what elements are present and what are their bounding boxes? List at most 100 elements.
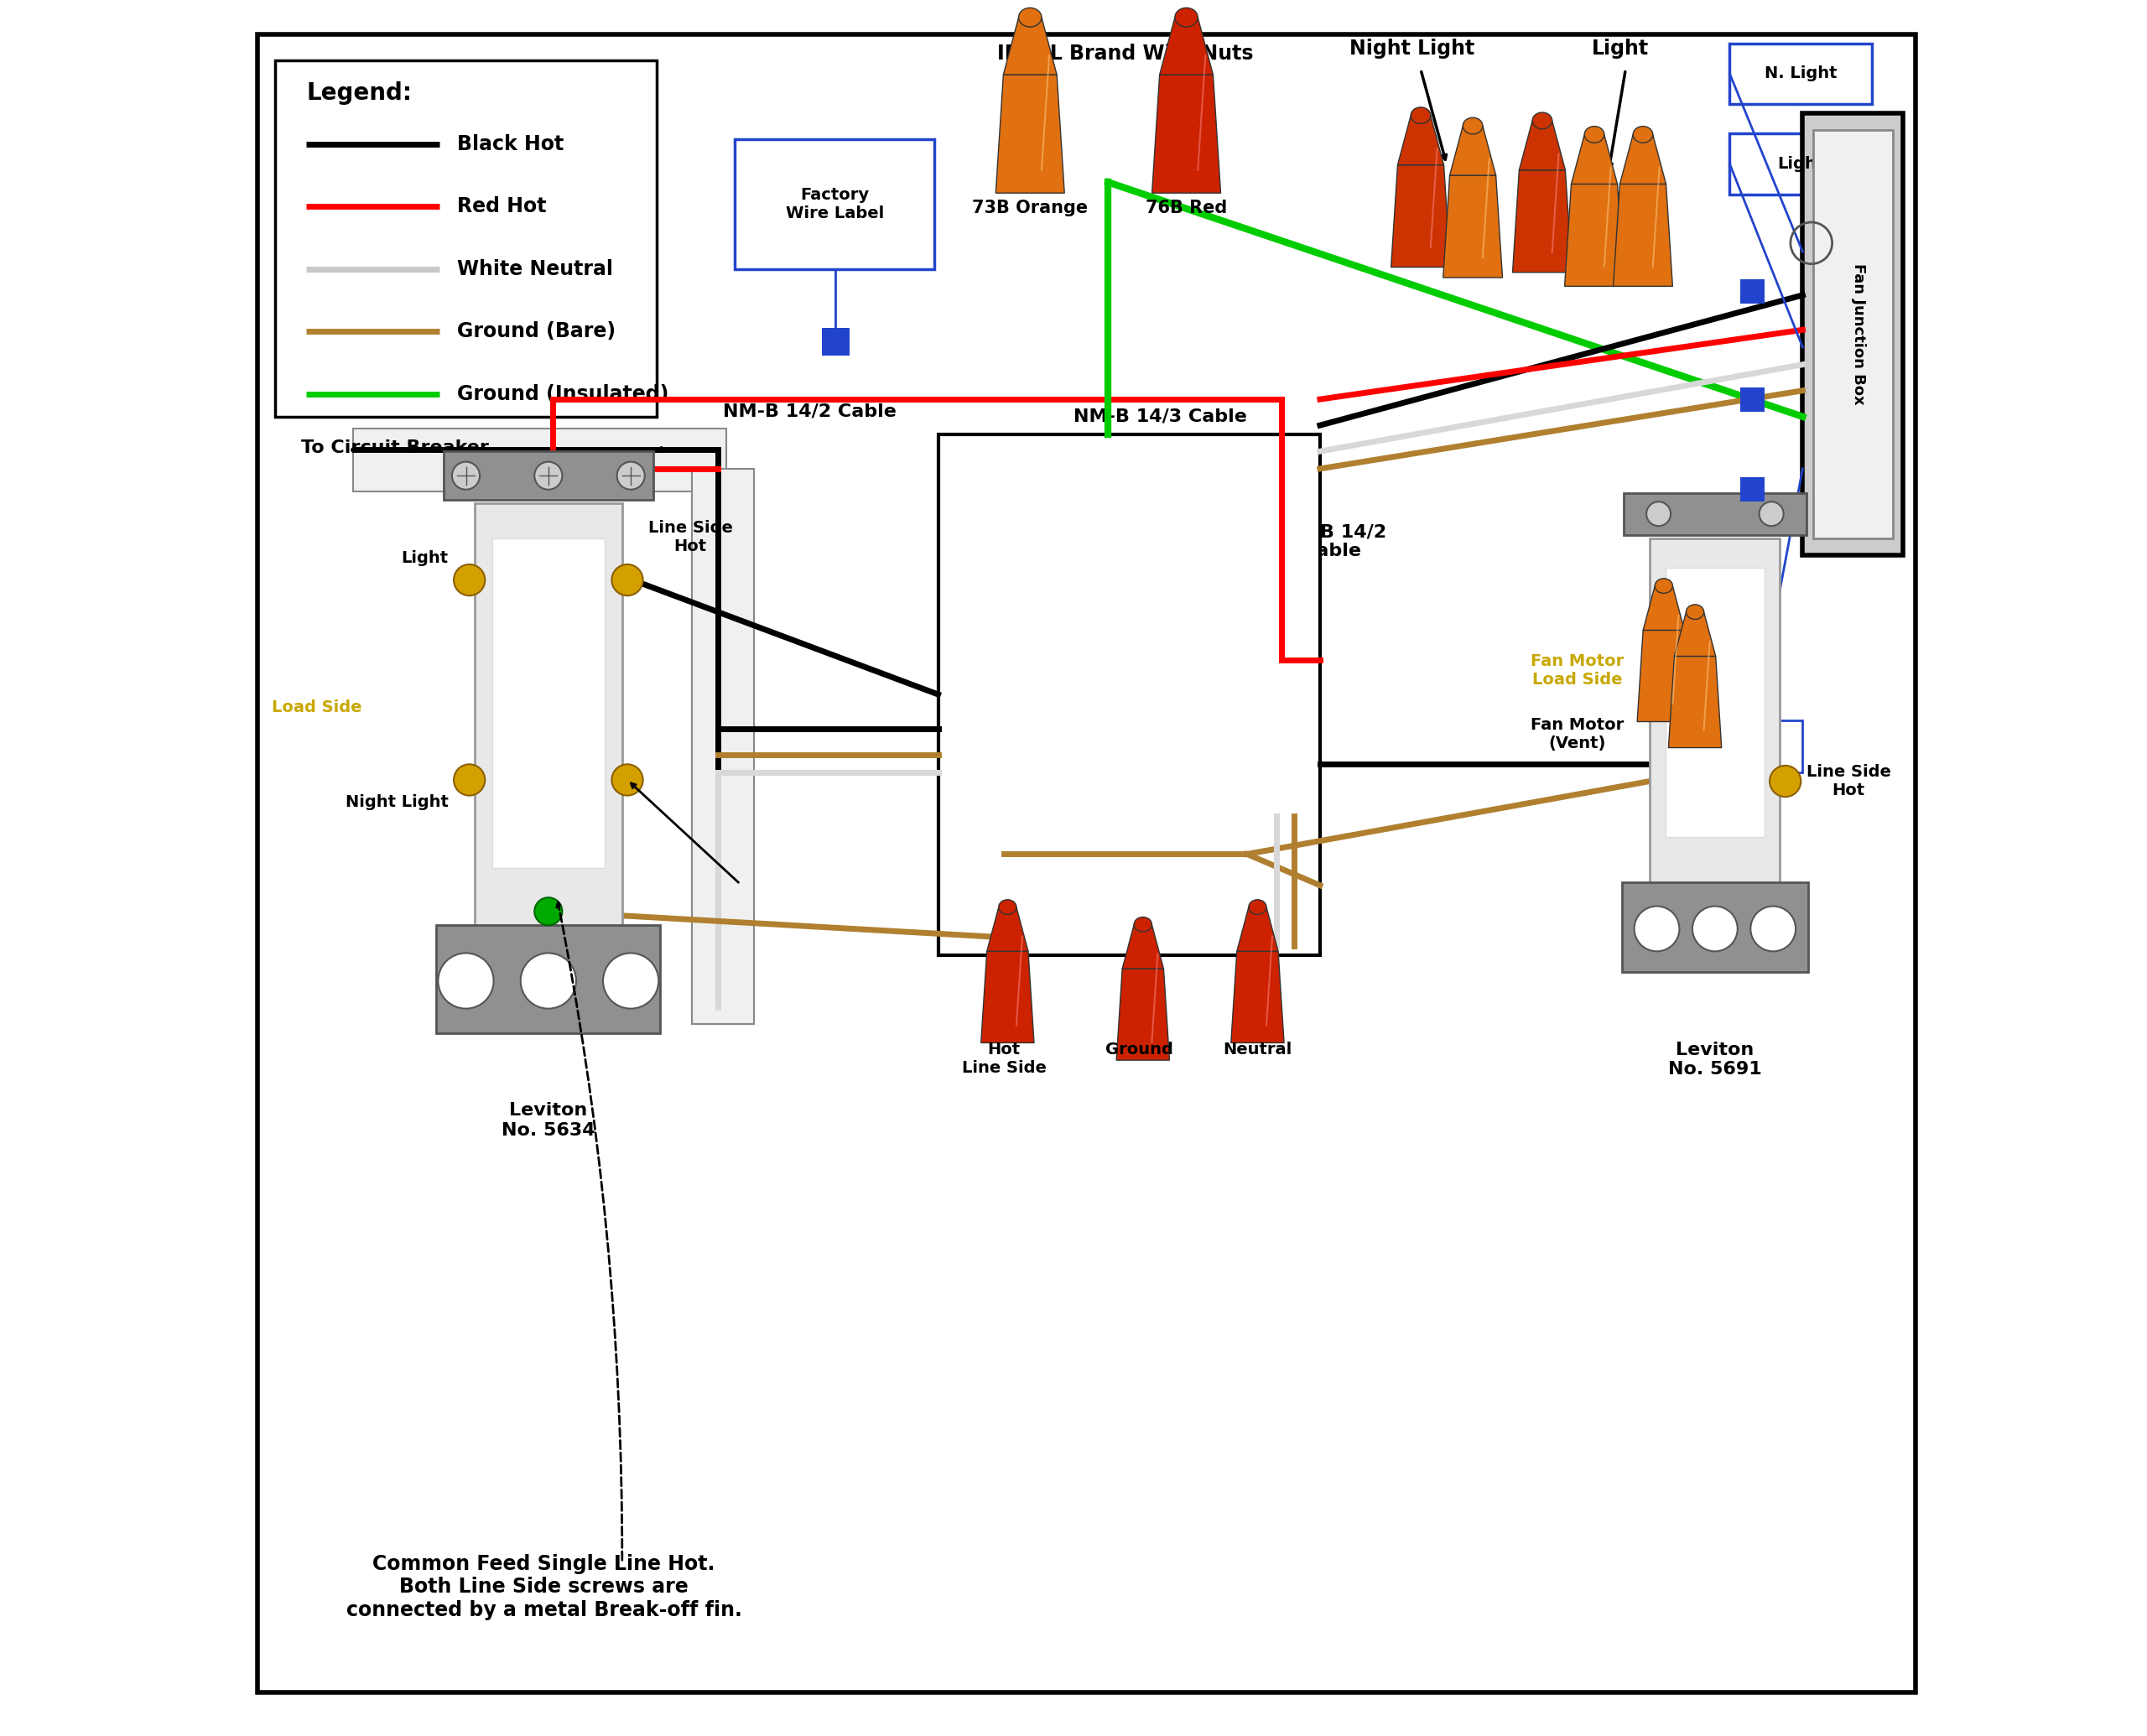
Text: Black Hot: Black Hot xyxy=(457,134,565,155)
Text: Fan Junction Box: Fan Junction Box xyxy=(1851,264,1866,404)
Bar xyxy=(1666,568,1765,837)
Bar xyxy=(822,328,850,356)
Circle shape xyxy=(453,564,485,595)
Circle shape xyxy=(603,953,659,1009)
Circle shape xyxy=(1647,502,1670,526)
Bar xyxy=(734,139,934,269)
Bar xyxy=(352,429,726,491)
Circle shape xyxy=(1758,502,1784,526)
Circle shape xyxy=(612,564,642,595)
Bar xyxy=(436,925,661,1033)
Text: Fan Motor
Load Side: Fan Motor Load Side xyxy=(1531,653,1623,687)
Ellipse shape xyxy=(1411,108,1430,123)
Text: Neutral: Neutral xyxy=(1224,1042,1292,1057)
Bar xyxy=(1649,538,1780,885)
Bar xyxy=(1803,113,1904,556)
Polygon shape xyxy=(1443,175,1503,278)
Polygon shape xyxy=(988,906,1028,951)
Text: Vent: Vent xyxy=(1730,740,1769,753)
Polygon shape xyxy=(1572,135,1617,184)
Text: Load Side: Load Side xyxy=(271,700,361,715)
Text: Light: Light xyxy=(1778,156,1825,172)
Text: Fan Motor
(Vent): Fan Motor (Vent) xyxy=(1531,717,1623,752)
Polygon shape xyxy=(981,951,1035,1043)
Circle shape xyxy=(438,953,494,1009)
Ellipse shape xyxy=(1685,604,1705,620)
Polygon shape xyxy=(1619,135,1666,184)
Bar xyxy=(1730,43,1872,104)
Polygon shape xyxy=(1398,115,1443,165)
Bar xyxy=(1741,279,1765,304)
Text: 76B Red: 76B Red xyxy=(1146,200,1228,217)
Ellipse shape xyxy=(1174,7,1198,28)
Polygon shape xyxy=(1153,75,1222,193)
Circle shape xyxy=(1634,906,1679,951)
Circle shape xyxy=(612,764,642,795)
Bar xyxy=(1730,134,1872,194)
Text: Ground (Bare): Ground (Bare) xyxy=(457,321,616,342)
Bar xyxy=(691,469,754,1024)
Polygon shape xyxy=(1675,613,1715,656)
Text: IDEAL Brand Wire Nuts: IDEAL Brand Wire Nuts xyxy=(998,43,1254,64)
Polygon shape xyxy=(1668,656,1722,748)
Text: 73B Orange: 73B Orange xyxy=(973,200,1089,217)
Bar xyxy=(1623,493,1806,535)
Ellipse shape xyxy=(998,899,1016,915)
Text: White Neutral: White Neutral xyxy=(457,259,614,279)
Text: Ground: Ground xyxy=(1106,1042,1174,1057)
Text: Hot
Line Side: Hot Line Side xyxy=(962,1042,1046,1076)
Bar xyxy=(474,503,623,929)
Circle shape xyxy=(1750,906,1795,951)
Bar xyxy=(1741,477,1765,502)
Polygon shape xyxy=(1230,951,1284,1043)
Polygon shape xyxy=(1638,630,1690,722)
Text: NM-B 14/3 Cable: NM-B 14/3 Cable xyxy=(1074,408,1247,425)
Ellipse shape xyxy=(1533,113,1552,128)
Ellipse shape xyxy=(1018,7,1041,28)
Circle shape xyxy=(453,764,485,795)
Circle shape xyxy=(1769,766,1801,797)
Circle shape xyxy=(520,953,575,1009)
Text: Leviton
No. 5691: Leviton No. 5691 xyxy=(1668,1042,1763,1078)
Bar xyxy=(275,61,657,417)
Circle shape xyxy=(453,462,479,490)
Polygon shape xyxy=(1511,170,1572,273)
Polygon shape xyxy=(1449,127,1496,175)
Polygon shape xyxy=(1116,969,1170,1061)
Ellipse shape xyxy=(1134,917,1151,932)
Text: Night Light: Night Light xyxy=(1350,38,1475,59)
Text: To Circuit Breaker: To Circuit Breaker xyxy=(301,439,490,457)
Ellipse shape xyxy=(1462,118,1484,134)
Ellipse shape xyxy=(1655,578,1673,594)
Bar xyxy=(1812,130,1894,538)
Polygon shape xyxy=(1565,184,1623,286)
Bar xyxy=(1623,882,1808,972)
Polygon shape xyxy=(1520,122,1565,170)
Bar xyxy=(442,451,653,500)
Polygon shape xyxy=(1237,906,1277,951)
Polygon shape xyxy=(1003,17,1056,75)
Text: NM-B 14/2 Cable: NM-B 14/2 Cable xyxy=(724,403,895,420)
Text: Light: Light xyxy=(1591,38,1649,59)
Circle shape xyxy=(1692,906,1737,951)
Text: NM-B 14/2
Cable: NM-B 14/2 Cable xyxy=(1277,524,1387,559)
Bar xyxy=(938,434,1320,955)
Polygon shape xyxy=(1391,165,1451,267)
Text: Red Hot: Red Hot xyxy=(457,196,547,217)
Bar xyxy=(492,538,605,868)
Text: Leviton
No. 5634: Leviton No. 5634 xyxy=(502,1102,595,1139)
Circle shape xyxy=(535,898,563,925)
Text: Line Side
Hot: Line Side Hot xyxy=(648,519,732,554)
Polygon shape xyxy=(1123,924,1164,969)
Text: Ground (Insulated): Ground (Insulated) xyxy=(457,384,670,404)
Polygon shape xyxy=(996,75,1065,193)
Polygon shape xyxy=(1642,587,1685,630)
Bar xyxy=(1698,720,1803,773)
Ellipse shape xyxy=(1584,127,1604,142)
Text: N. Light: N. Light xyxy=(1765,66,1838,82)
Circle shape xyxy=(535,462,563,490)
Text: Light: Light xyxy=(401,550,449,566)
Text: Legend:: Legend: xyxy=(307,82,412,106)
Polygon shape xyxy=(1159,17,1213,75)
Ellipse shape xyxy=(1634,127,1653,142)
